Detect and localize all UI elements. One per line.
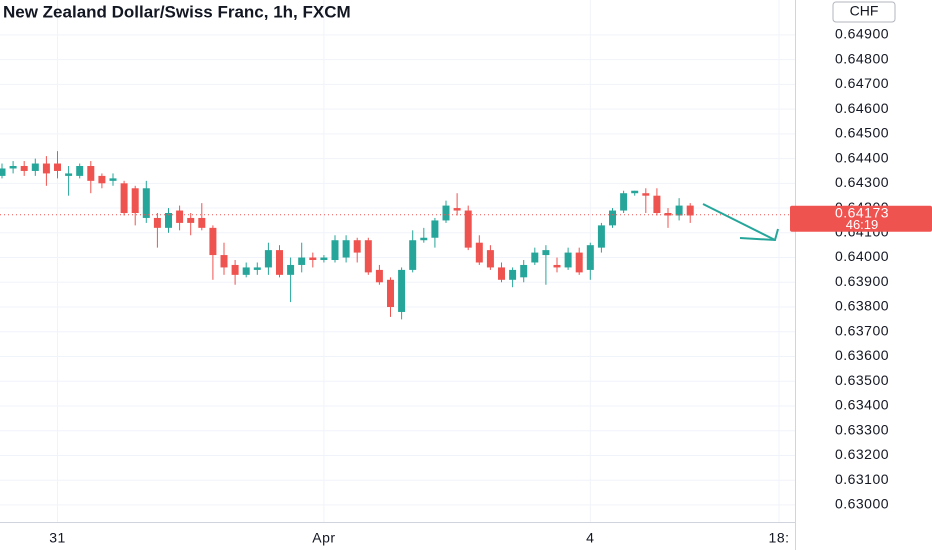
candle-body bbox=[609, 210, 617, 226]
candle-body bbox=[642, 193, 650, 196]
y-tick-label: 0.64600 bbox=[835, 100, 889, 116]
candle-body bbox=[509, 269, 517, 280]
currency-badge[interactable] bbox=[832, 1, 896, 23]
candle-body bbox=[287, 264, 295, 275]
candle-body bbox=[575, 252, 583, 273]
x-tick-label: 31 bbox=[49, 530, 66, 546]
candle-body bbox=[597, 225, 605, 248]
candle-body bbox=[409, 240, 417, 270]
candle-body bbox=[231, 264, 239, 275]
candle-body bbox=[165, 213, 173, 228]
x-tick-label: 18: bbox=[769, 530, 790, 546]
y-tick-label: 0.64800 bbox=[835, 50, 889, 66]
candle-body bbox=[675, 205, 683, 216]
y-tick-label: 0.63000 bbox=[835, 496, 889, 512]
arrow-drawing bbox=[702, 203, 779, 242]
candle-body bbox=[42, 163, 50, 174]
candle-body bbox=[53, 163, 61, 171]
candle-body bbox=[520, 264, 528, 278]
currency-label[interactable]: CHF bbox=[850, 3, 879, 19]
candle-body bbox=[453, 208, 461, 211]
countdown-label: 46:19 bbox=[846, 217, 879, 232]
x-tick-label: 4 bbox=[586, 530, 594, 546]
candle-body bbox=[364, 240, 372, 273]
candle-body bbox=[542, 250, 550, 256]
candle-body bbox=[87, 166, 95, 181]
candle-body bbox=[309, 257, 317, 261]
candle-body bbox=[375, 269, 383, 283]
arrow-head bbox=[739, 228, 779, 242]
candle-body bbox=[298, 257, 306, 265]
candle-body bbox=[264, 250, 272, 268]
candle-body bbox=[398, 269, 406, 312]
candle-body bbox=[142, 188, 150, 218]
candle-body bbox=[0, 168, 6, 176]
y-tick-label: 0.63900 bbox=[835, 273, 889, 289]
candle-body bbox=[320, 257, 328, 261]
candle-body bbox=[431, 220, 439, 238]
candle-body bbox=[76, 166, 84, 176]
candles bbox=[0, 151, 795, 320]
chart-title: New Zealand Dollar/Swiss Franc, 1h, FXCM bbox=[3, 2, 351, 21]
y-tick-label: 0.63100 bbox=[835, 471, 889, 487]
y-tick-label: 0.63500 bbox=[835, 372, 889, 388]
y-tick-label: 0.63700 bbox=[835, 322, 889, 338]
y-tick-label: 0.64700 bbox=[835, 75, 889, 91]
candle-body bbox=[65, 173, 73, 176]
y-tick-label: 0.63800 bbox=[835, 298, 889, 314]
candle-body bbox=[553, 264, 561, 268]
candle-body bbox=[531, 252, 539, 263]
candle-body bbox=[9, 166, 17, 169]
candle-body bbox=[631, 190, 639, 194]
y-tick-label: 0.63600 bbox=[835, 347, 889, 363]
candle-body bbox=[176, 210, 184, 223]
candle-body bbox=[131, 188, 139, 214]
candle-body bbox=[686, 205, 694, 216]
y-tick-label: 0.63300 bbox=[835, 421, 889, 437]
candle-body bbox=[586, 245, 594, 270]
axes: 0.63000 0.63100 0.63200 0.63300 0.63400 0.635… bbox=[49, 26, 889, 546]
candle-body bbox=[276, 250, 284, 275]
candle-body bbox=[198, 217, 206, 228]
candle-body bbox=[331, 240, 339, 261]
candle-body bbox=[342, 240, 350, 258]
arrow-line bbox=[702, 203, 776, 241]
candle-body bbox=[120, 183, 128, 214]
candle-body bbox=[253, 267, 261, 270]
candle-body bbox=[620, 193, 628, 211]
y-tick-label: 0.64000 bbox=[835, 248, 889, 264]
y-tick-label: 0.64900 bbox=[835, 26, 889, 42]
y-tick-label: 0.63400 bbox=[835, 397, 889, 413]
candle-body bbox=[353, 240, 361, 253]
candle-body bbox=[475, 242, 483, 263]
candle-body bbox=[420, 237, 428, 241]
candle-body bbox=[442, 205, 450, 221]
candle-body bbox=[31, 163, 39, 171]
y-tick-label: 0.64300 bbox=[835, 174, 889, 190]
candle-body bbox=[109, 178, 117, 181]
candle-body bbox=[564, 252, 572, 268]
candle-body bbox=[209, 227, 217, 256]
candle-body bbox=[220, 255, 228, 268]
y-tick-label: 0.63200 bbox=[835, 446, 889, 462]
candle-body bbox=[653, 195, 661, 214]
candle-body bbox=[187, 217, 195, 223]
candle-body bbox=[498, 267, 506, 280]
candle-body bbox=[98, 175, 106, 184]
last-price-label: 0.64173 bbox=[835, 204, 889, 220]
candle-body bbox=[20, 166, 28, 171]
candle-body bbox=[464, 210, 472, 248]
grid bbox=[0, 0, 795, 522]
y-tick-label: 0.64400 bbox=[835, 149, 889, 165]
y-tick-label: 0.64500 bbox=[835, 125, 889, 141]
x-tick-label: Apr bbox=[312, 530, 335, 546]
candle-body bbox=[153, 217, 161, 228]
candle-body bbox=[387, 279, 395, 308]
last-price-box bbox=[790, 205, 932, 232]
candle-body bbox=[486, 250, 494, 268]
candle-body bbox=[242, 267, 250, 275]
